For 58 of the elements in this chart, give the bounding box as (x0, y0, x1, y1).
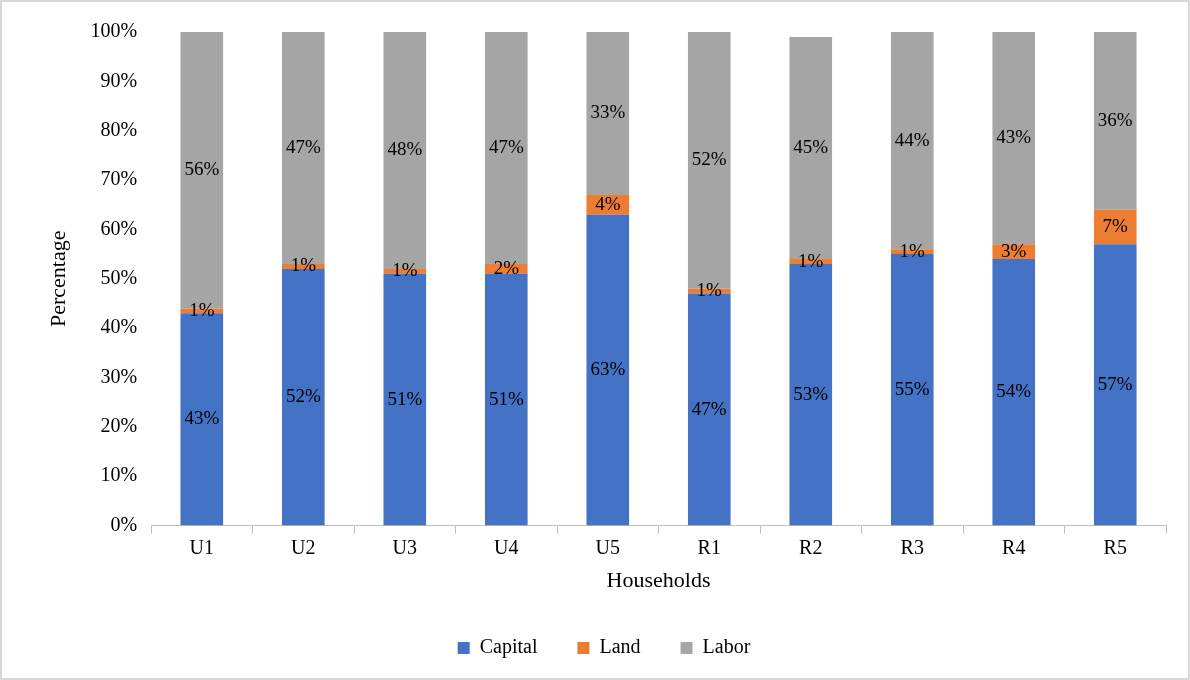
bar (992, 32, 1036, 245)
data-label: 48% (387, 138, 423, 160)
data-label: 47% (488, 135, 524, 157)
data-label: 56% (184, 158, 220, 180)
y-tick-label: 50% (100, 266, 138, 289)
y-tick-label: 30% (100, 364, 138, 387)
x-axis-title: Households (606, 566, 711, 592)
x-tick-label: R5 (1103, 535, 1127, 558)
x-tick-label: R3 (900, 535, 924, 558)
y-tick-label: 40% (100, 315, 138, 338)
x-tick-label: R1 (697, 535, 721, 558)
data-label: 36% (1097, 108, 1133, 130)
y-tick-label: 100% (90, 19, 138, 42)
data-label: 3% (1001, 239, 1027, 261)
bar (992, 259, 1036, 526)
data-label: 57% (1097, 372, 1133, 394)
data-label: 53% (793, 382, 829, 404)
data-label: 52% (285, 385, 321, 407)
y-axis-title: Percentage (44, 230, 70, 328)
y-tick-label: 20% (100, 414, 138, 437)
x-tick-label: R4 (1002, 535, 1026, 558)
y-tick-label: 0% (110, 512, 138, 535)
data-label: 2% (493, 256, 520, 278)
data-label: 52% (691, 148, 727, 170)
y-tick-label: 60% (100, 216, 138, 239)
legend-label: Land (599, 635, 641, 658)
data-label: 55% (894, 377, 930, 399)
bar (484, 273, 528, 526)
data-label: 54% (996, 380, 1032, 402)
x-tick-label: U5 (595, 535, 621, 558)
data-label: 1% (696, 279, 723, 301)
data-label: 47% (285, 135, 321, 157)
y-tick-label: 80% (100, 117, 138, 140)
x-tick-label: U4 (494, 535, 519, 558)
bar (1093, 32, 1137, 210)
legend-label: Labor (702, 635, 751, 658)
y-tick-label: 10% (100, 463, 138, 486)
data-label: 63% (590, 358, 626, 380)
bar (586, 32, 630, 195)
data-label: 47% (691, 397, 727, 419)
data-label: 45% (793, 135, 829, 157)
data-label: 51% (387, 387, 423, 409)
y-tick-label: 70% (100, 167, 138, 190)
data-label: 4% (595, 192, 621, 214)
data-label: 44% (894, 128, 930, 150)
data-label: 7% (1102, 214, 1129, 236)
legend-label: Capital (479, 635, 538, 659)
bar (586, 214, 630, 526)
data-label: 43% (184, 407, 220, 429)
bar (1093, 244, 1137, 526)
data-label: 43% (996, 126, 1032, 148)
x-tick-label: R2 (799, 535, 823, 558)
x-tick-label: U3 (392, 535, 418, 558)
data-label: 33% (590, 101, 626, 123)
data-label: 51% (488, 387, 524, 409)
x-tick-label: U1 (189, 535, 215, 558)
x-tick-label: U2 (291, 535, 316, 558)
y-tick-label: 90% (100, 68, 138, 91)
